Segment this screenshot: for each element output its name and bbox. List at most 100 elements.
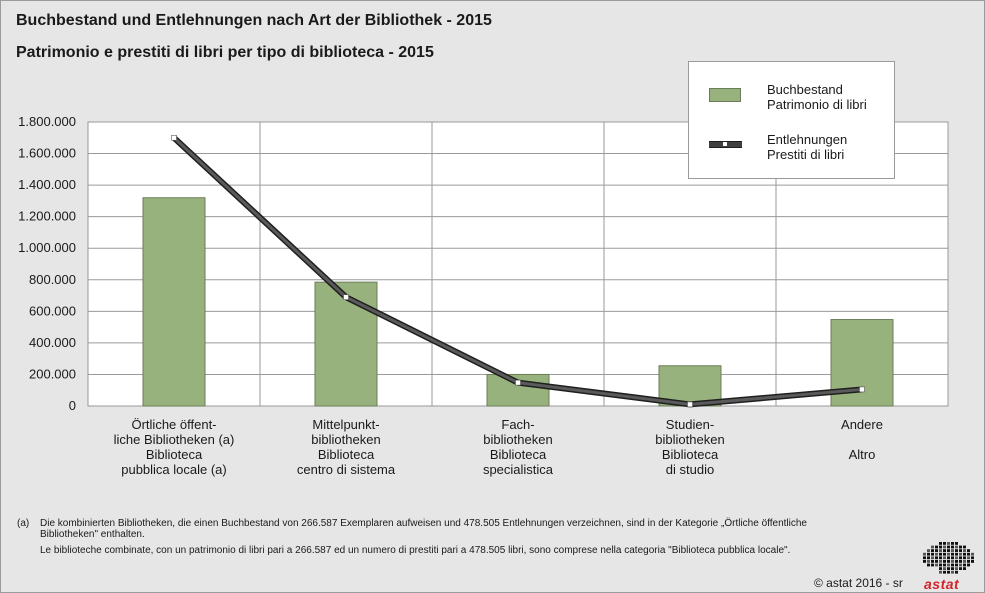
- logo-dot: [959, 545, 962, 549]
- x-category-label-line1: Mittelpunkt-: [312, 417, 380, 432]
- logo-dot: [971, 556, 974, 560]
- logo-dot: [955, 563, 958, 567]
- y-tick-label: 1.200.000: [18, 209, 76, 224]
- legend-entry-entlehnungen: Entlehnungen Prestiti di libri: [689, 130, 894, 174]
- x-category-label-line2: bibliotheken: [655, 432, 725, 447]
- line-point-5: [859, 386, 865, 393]
- logo-dot: [963, 545, 966, 549]
- logo-dot: [931, 545, 934, 549]
- y-tick-label: 1.000.000: [18, 240, 76, 255]
- y-tick-label: 600.000: [29, 303, 76, 318]
- logo-dot: [943, 567, 946, 570]
- logo-dot: [955, 570, 958, 574]
- logo-dot: [959, 552, 962, 556]
- logo-dot: [931, 563, 934, 567]
- logo-dot: [959, 560, 962, 563]
- logo-dot: [955, 556, 958, 560]
- logo-dot: [947, 556, 950, 560]
- logo-dot: [935, 563, 938, 567]
- bar-3: [486, 373, 550, 407]
- logo-dot: [967, 560, 970, 563]
- logo-dot: [927, 549, 930, 552]
- footnote-line-de-2: Bibliotheken" enthalten.: [40, 529, 145, 540]
- logo-dot: [947, 563, 950, 567]
- logo-dot: [951, 545, 954, 549]
- x-category-label-line3: Biblioteca: [661, 447, 719, 462]
- logo-dot: [951, 560, 954, 563]
- x-category-label-line2: bibliotheken: [311, 432, 381, 447]
- x-category-label-line4: centro di sistema: [296, 462, 396, 477]
- logo-dot: [935, 552, 938, 556]
- x-category-label-line1: Studien-: [665, 417, 715, 432]
- logo-dot: [955, 545, 958, 549]
- logo-dot: [943, 556, 946, 560]
- legend-label-bar-it: Patrimonio di libri: [767, 97, 867, 112]
- logo-dot: [971, 560, 974, 563]
- logo-dot: [967, 563, 970, 567]
- x-category-label-4: Studien-bibliotheken Biblioteca di studio: [605, 417, 775, 477]
- logo-dot: [951, 567, 954, 570]
- logo-dot: [951, 556, 954, 560]
- logo-dot: [963, 556, 966, 560]
- x-category-label-line2: liche Bibliotheken (a): [113, 432, 235, 447]
- x-category-label-line1: Fach-: [501, 417, 535, 432]
- x-category-label-5: Andere Altro: [777, 417, 947, 477]
- logo-dot: [951, 542, 954, 545]
- logo-dot: [939, 563, 942, 567]
- x-category-label-1: Örtliche öffent-liche Bibliotheken (a) Bi…: [89, 417, 259, 477]
- legend-swatch-line: [709, 141, 742, 148]
- logo-dot: [939, 549, 942, 552]
- y-tick-label: 1.400.000: [18, 177, 76, 192]
- logo-dot: [947, 560, 950, 563]
- logo-dot: [935, 549, 938, 552]
- logo-dot: [959, 563, 962, 567]
- logo-dot: [923, 560, 926, 563]
- logo-dot: [955, 542, 958, 545]
- logo-dot: [959, 549, 962, 552]
- chart-title-it: Patrimonio e prestiti di libri per tipo …: [16, 44, 434, 61]
- logo-dot: [951, 563, 954, 567]
- x-category-label-line3: Biblioteca: [145, 447, 203, 462]
- legend-entry-buchbestand: Buchbestand Patrimonio di libri: [689, 80, 894, 124]
- logo-dot: [955, 560, 958, 563]
- logo-dot: [927, 560, 930, 563]
- line-point-2: [343, 294, 349, 300]
- logo-dot: [955, 567, 958, 570]
- chart-title-de: Buchbestand und Entlehnungen nach Art de…: [16, 12, 492, 29]
- logo-dot: [955, 552, 958, 556]
- logo-dot: [951, 549, 954, 552]
- logo-dot: [963, 552, 966, 556]
- logo-dot: [939, 552, 942, 556]
- y-tick-label: 1.800.000: [18, 114, 76, 129]
- line-point-4: [687, 401, 693, 408]
- astat-logo-icon: [923, 542, 974, 574]
- logo-dot: [947, 549, 950, 552]
- logo-dot: [931, 549, 934, 552]
- legend-label-bar-de: Buchbestand: [767, 82, 843, 97]
- logo-dot: [943, 560, 946, 563]
- x-category-label-line4: pubblica locale (a): [121, 462, 227, 477]
- x-category-label-line3: Altro: [848, 447, 876, 462]
- logo-dot: [971, 552, 974, 556]
- logo-dot: [939, 560, 942, 563]
- logo-dot: [931, 560, 934, 563]
- logo-dot: [931, 552, 934, 556]
- footnote-marker: (a): [17, 518, 30, 529]
- logo-dot: [955, 549, 958, 552]
- x-category-label-line4: specialistica: [482, 462, 554, 477]
- x-category-label-line1: Örtliche öffent-: [131, 417, 217, 432]
- logo-dot: [963, 560, 966, 563]
- logo-text: astat: [924, 576, 960, 592]
- logo-dot: [939, 545, 942, 549]
- logo-dot: [951, 552, 954, 556]
- logo-dot: [967, 552, 970, 556]
- logo-dot: [943, 552, 946, 556]
- logo-dot: [943, 545, 946, 549]
- line-point-1: [171, 134, 177, 141]
- logo-dot: [939, 567, 942, 570]
- logo-dot: [927, 563, 930, 567]
- logo-dot: [935, 556, 938, 560]
- logo-dot: [963, 549, 966, 552]
- logo-dot: [951, 570, 954, 574]
- logo-dot: [943, 542, 946, 545]
